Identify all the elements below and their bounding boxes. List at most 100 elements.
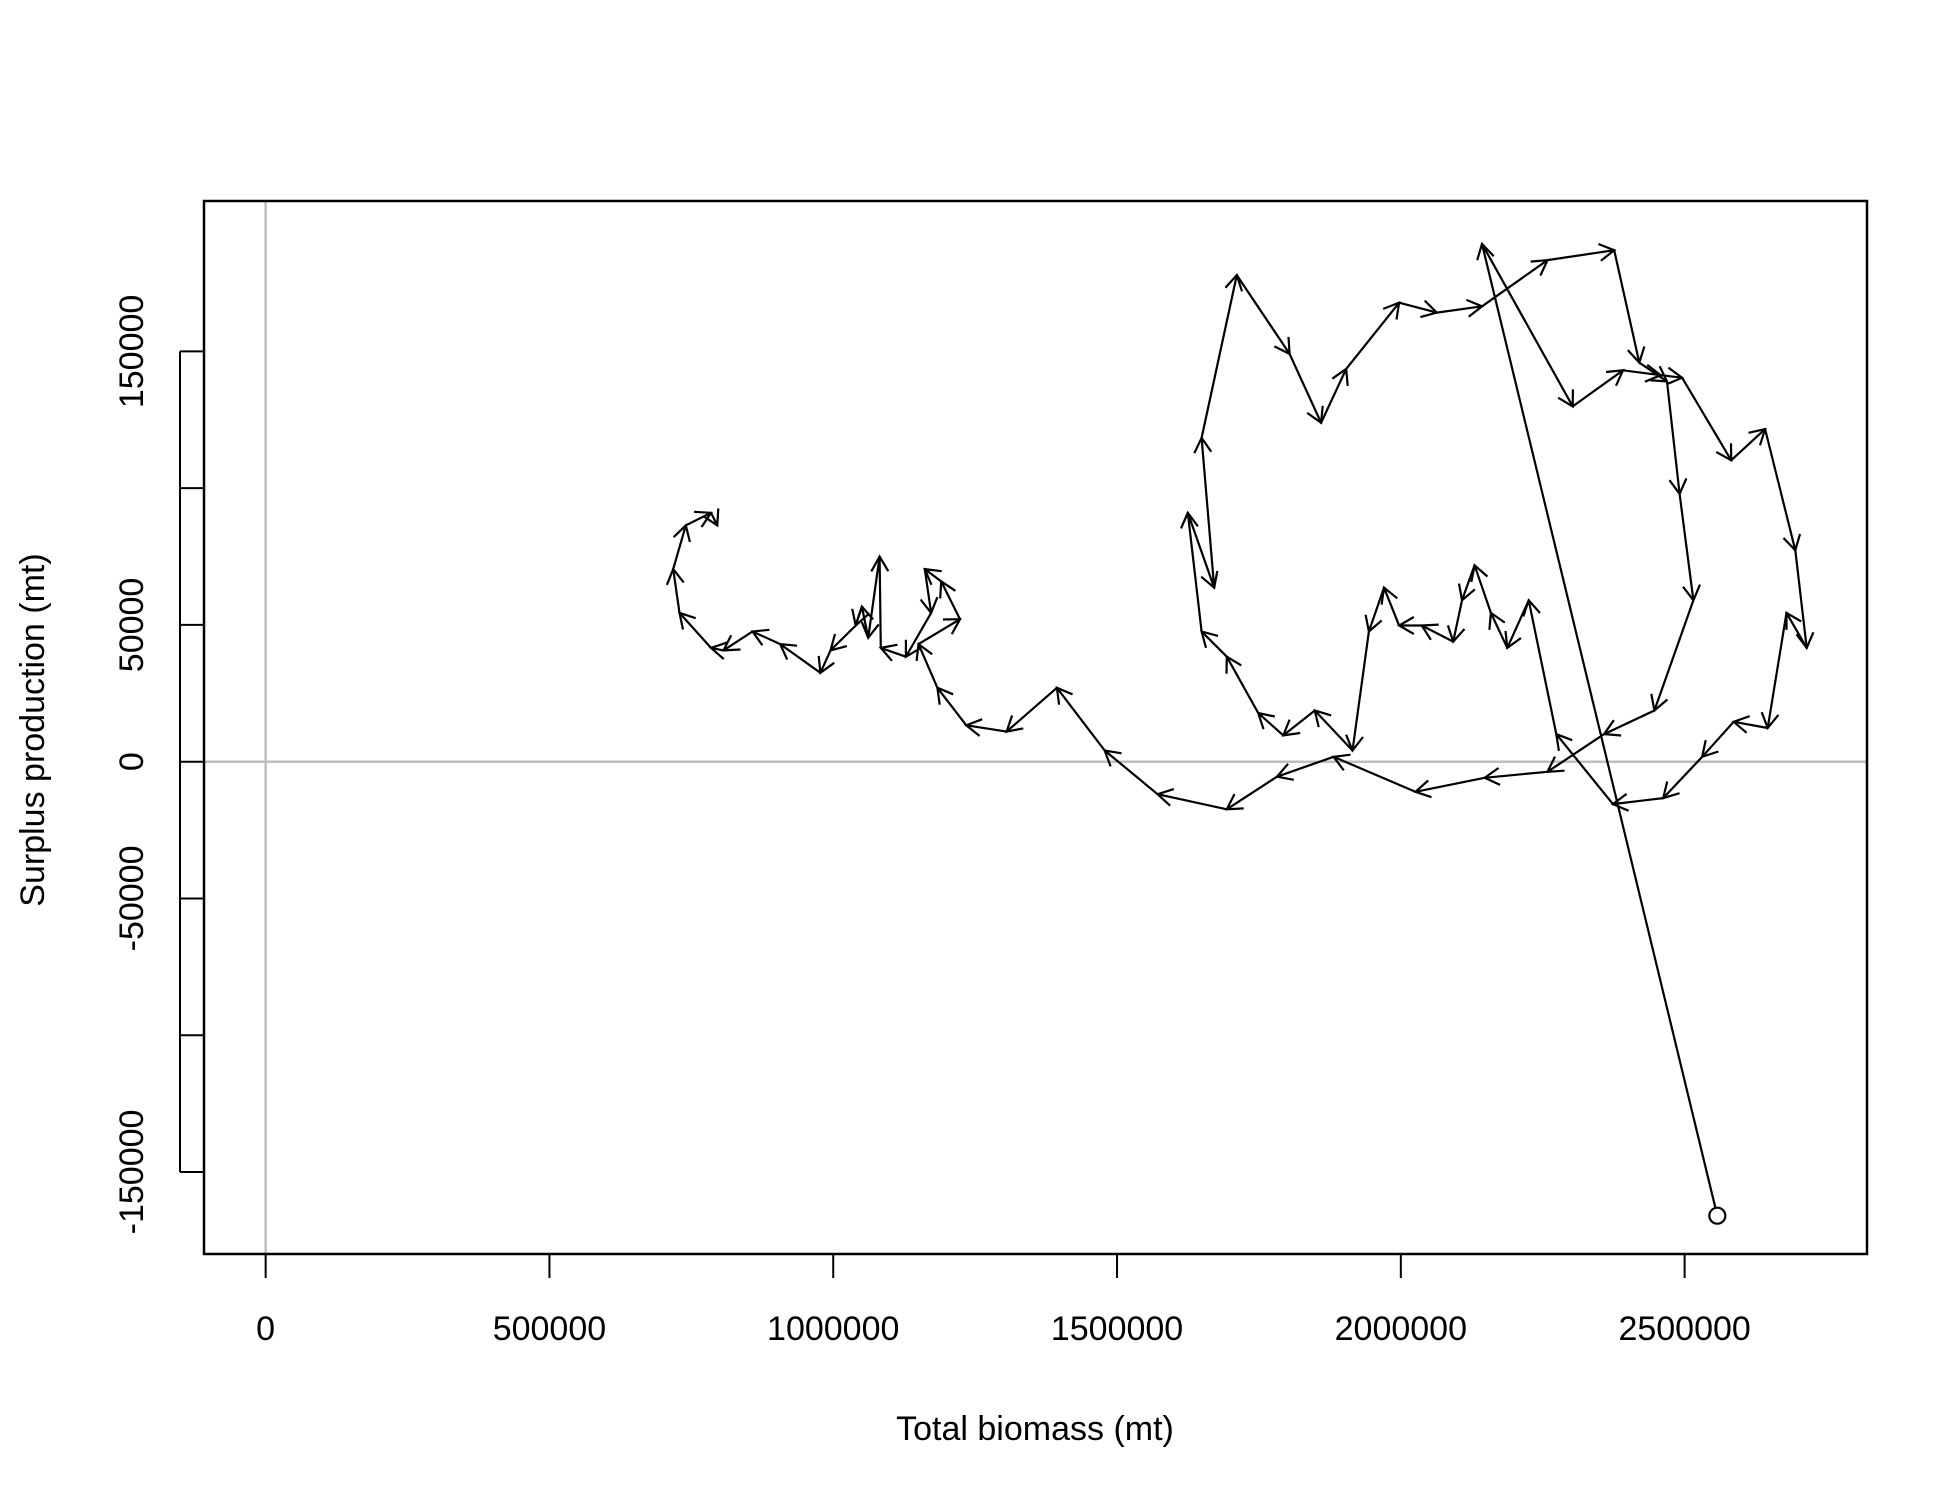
arrow-head xyxy=(860,621,880,640)
arrow-head xyxy=(1557,389,1574,409)
arrow-head xyxy=(750,628,770,646)
arrow-head xyxy=(1396,616,1415,635)
arrow-head xyxy=(1795,631,1815,651)
arrow-head xyxy=(1281,719,1301,737)
arrow-head xyxy=(1224,272,1244,292)
arrow-head xyxy=(1504,630,1522,650)
y-axis-label: Surplus production (mt) xyxy=(14,553,52,906)
arrow-head xyxy=(1465,298,1485,318)
arrow-head xyxy=(1682,584,1702,603)
y-tick-label: 0 xyxy=(113,752,151,771)
arrow-head xyxy=(1554,732,1573,752)
arrow-head xyxy=(1545,756,1565,774)
y-tick-label: -50000 xyxy=(113,846,151,952)
arrow-head xyxy=(665,566,685,586)
x-tick-label: 2500000 xyxy=(1618,1310,1750,1348)
x-tick-label: 0 xyxy=(256,1310,275,1348)
arrow-head xyxy=(1666,366,1685,386)
arrow-head xyxy=(1274,763,1294,781)
arrow-head xyxy=(1364,614,1383,634)
arrow-head xyxy=(1661,781,1680,800)
arrow-head xyxy=(1602,719,1622,737)
arrow-head xyxy=(1597,242,1617,262)
arrow-head xyxy=(1610,793,1630,812)
start-point xyxy=(1708,1206,1727,1225)
arrow-head xyxy=(1200,629,1219,649)
arrow-head xyxy=(1200,570,1219,590)
arrow-head xyxy=(828,633,848,652)
arrow-head xyxy=(1155,788,1175,807)
arrow-head xyxy=(817,655,835,675)
arrow-head xyxy=(1313,708,1332,728)
arrow-head xyxy=(1382,300,1401,320)
arrow-head xyxy=(1457,583,1476,603)
arrow-head xyxy=(1446,625,1466,644)
x-tick-label: 500000 xyxy=(493,1310,606,1348)
arrow-head xyxy=(1055,686,1074,705)
arrow-head xyxy=(878,643,898,662)
arrow-head xyxy=(1193,435,1213,454)
arrow-head xyxy=(1748,427,1767,446)
arrow-head xyxy=(1482,767,1501,786)
arrow-head xyxy=(1419,623,1439,641)
arrow-head xyxy=(1420,299,1439,319)
arrow-head xyxy=(942,618,962,635)
arrow-head xyxy=(1225,654,1242,674)
arrow-head xyxy=(1700,739,1719,759)
arrow-head xyxy=(1103,749,1122,767)
x-tick-label: 2000000 xyxy=(1335,1310,1467,1348)
arrow-head xyxy=(1488,610,1506,630)
arrow-head xyxy=(870,554,890,572)
arrow-head xyxy=(1476,241,1495,261)
arrow-head xyxy=(693,510,713,528)
arrow-head xyxy=(1413,779,1432,799)
arrow-head xyxy=(1626,346,1646,365)
arrow-head xyxy=(1760,711,1780,731)
arrow-head xyxy=(915,642,933,662)
y-tick-label: 150000 xyxy=(113,295,151,408)
arrow-head xyxy=(1224,793,1244,811)
arrow-head xyxy=(936,686,954,705)
arrow-head xyxy=(1331,366,1349,386)
arrow-head xyxy=(1470,563,1489,583)
arrow-head xyxy=(1650,365,1669,383)
arrow-head xyxy=(1650,693,1669,713)
arrow-head xyxy=(1668,477,1688,497)
arrow-head xyxy=(855,604,874,624)
arrow-head xyxy=(1179,510,1199,529)
arrow-head xyxy=(678,611,697,630)
arrow-head xyxy=(1345,734,1364,753)
arrow-head xyxy=(721,634,741,652)
arrow-head xyxy=(1004,715,1024,734)
arrow-head xyxy=(939,579,957,599)
arrow-head xyxy=(1273,336,1291,356)
plot-frame xyxy=(202,199,1869,1256)
y-tick-label: 50000 xyxy=(113,578,151,673)
x-tick-label: 1500000 xyxy=(1051,1310,1183,1348)
arrow-head xyxy=(778,642,798,661)
arrow-head xyxy=(1522,598,1541,617)
arrow-head xyxy=(672,523,691,543)
arrow-head xyxy=(1256,711,1276,730)
arrow-head xyxy=(919,596,939,616)
arrow-head xyxy=(1715,443,1733,463)
arrow-head xyxy=(1380,585,1398,605)
arrow-head xyxy=(1530,258,1550,276)
arrow-head xyxy=(964,718,983,737)
y-tick-label: -150000 xyxy=(113,1110,151,1235)
arrow-head xyxy=(1306,405,1324,425)
arrow-head xyxy=(708,641,728,660)
arrow-head xyxy=(1605,369,1625,387)
arrow-head xyxy=(1731,715,1751,734)
arrow-head xyxy=(923,567,942,586)
arrow-head xyxy=(1782,533,1802,553)
x-tick-label: 1000000 xyxy=(767,1310,899,1348)
x-axis-label: Total biomass (mt) xyxy=(896,1410,1174,1448)
arrow-head xyxy=(1785,610,1802,630)
arrow-head xyxy=(1331,753,1351,772)
arrow-head xyxy=(851,608,870,628)
arrow-head xyxy=(904,639,922,659)
